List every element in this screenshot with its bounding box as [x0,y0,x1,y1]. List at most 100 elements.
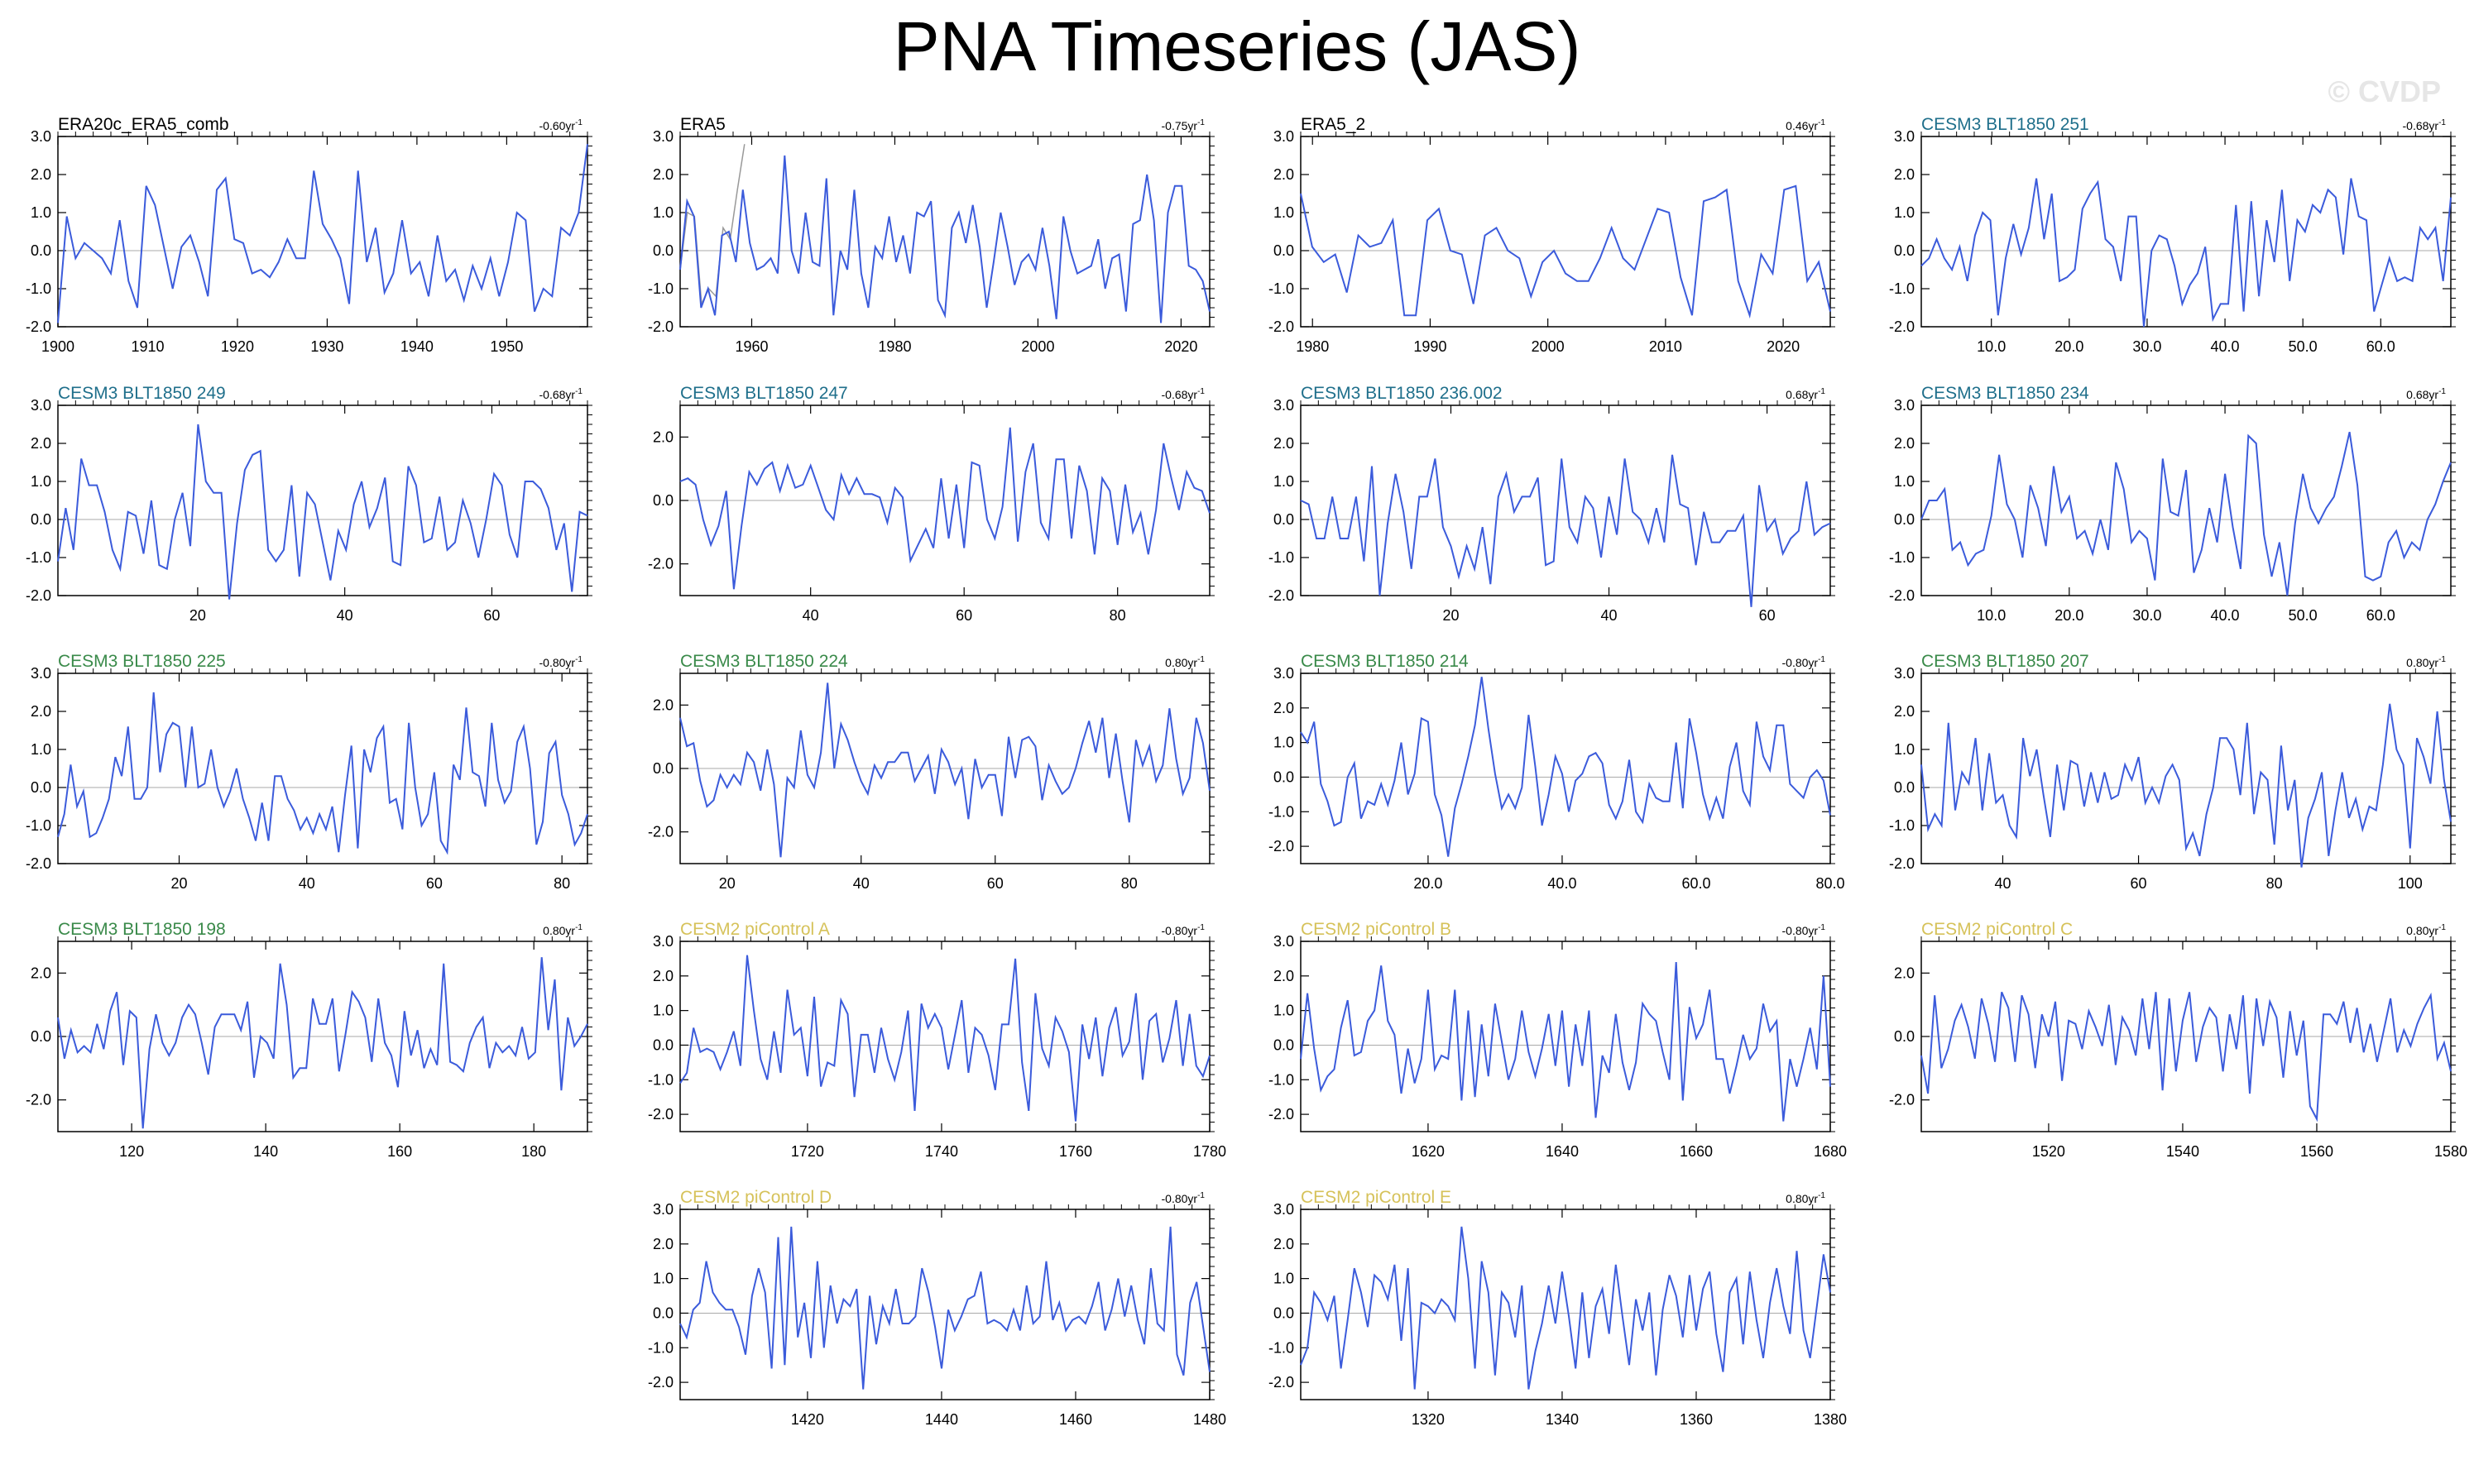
y-tick-label: 1.0 [1894,473,1915,490]
x-tick-label: 20 [719,875,736,892]
x-tick-label: 60 [483,607,500,624]
y-tick-label: 2.0 [31,965,51,981]
y-tick-label: 0.0 [1894,242,1915,259]
y-tick-label: 2.0 [653,428,674,445]
y-tick-label: 0.0 [653,492,674,509]
x-tick-label: 60 [987,875,1004,892]
trend-label: -0.80yr-1 [1162,1191,1206,1205]
panel-15: CESM2 piControl B -0.80yr-1 3.0 2.0 1.0 0.0 -1… [1268,920,1847,1160]
trend-label: 0.80yr-1 [1786,1191,1825,1205]
panel-title: CESM2 piControl C [1921,920,2073,939]
y-tick-label: -2.0 [648,1106,674,1123]
x-tick-label: 1910 [131,338,164,355]
x-tick-label: 160 [387,1143,412,1160]
y-tick-label: 0.0 [1273,242,1294,259]
x-tick-label: 1980 [878,338,911,355]
y-tick-label: 0.0 [31,1028,51,1045]
y-tick-label: 3.0 [31,397,51,414]
x-tick-label: 2000 [1021,338,1054,355]
trend-label: -0.68yr-1 [539,387,583,401]
x-tick-label: 80 [2266,875,2283,892]
plot-frame [1920,673,2452,864]
y-tick-label: 0.0 [31,511,51,528]
x-tick-label: 80 [554,875,570,892]
x-tick-label: 50.0 [2289,607,2318,624]
x-tick-label: 20 [170,875,187,892]
y-tick-label: 2.0 [653,968,674,984]
y-tick-label: 3.0 [653,933,674,950]
x-tick-label: 100 [2398,875,2423,892]
y-tick-label: -2.0 [1889,1092,1915,1108]
trend-label: -0.60yr-1 [539,118,583,132]
x-tick-label: 20 [189,607,206,624]
panel-title: CESM3 BLT1850 247 [680,384,848,403]
y-tick-label: -2.0 [648,1374,674,1391]
series-line [1920,991,2452,1123]
y-tick-label: 3.0 [1273,397,1294,414]
x-tick-label: 60 [956,607,972,624]
x-tick-label: 40.0 [2211,338,2240,355]
x-tick-label: 1950 [490,338,523,355]
y-tick-label: 1.0 [1273,1003,1294,1019]
panel-title: CESM3 BLT1850 234 [1921,384,2089,403]
panel-12: CESM3 BLT1850 207 0.80yr-1 3.0 2.0 1.0 0.0 -1.… [1889,652,2456,892]
y-tick-label: 2.0 [31,703,51,720]
trend-label: 0.80yr-1 [1165,655,1205,669]
y-tick-label: 1.0 [1894,204,1915,221]
y-tick-label: 3.0 [1894,128,1915,145]
y-tick-label: 3.0 [1273,665,1294,682]
y-tick-label: 1.0 [1273,473,1294,490]
y-tick-label: 0.0 [1894,1028,1915,1045]
y-tick-label: -1.0 [26,817,51,834]
panel-10: CESM3 BLT1850 224 0.80yr-1 2.0 0.0 -2.0 20 40 6… [648,652,1215,892]
x-tick-label: 1980 [1296,338,1329,355]
plot-frame [679,136,1211,328]
y-tick-label: 3.0 [31,128,51,145]
y-tick-label: 0.0 [653,760,674,777]
panel-title: CESM3 BLT1850 224 [680,652,848,671]
y-tick-label: 3.0 [1273,1201,1294,1218]
series-line [679,427,1211,590]
y-tick-label: 0.0 [1894,779,1915,796]
plot-frame [57,405,588,596]
x-tick-label: 20.0 [2054,338,2083,355]
panel-title: CESM2 piControl B [1301,920,1451,939]
panel-17: CESM2 piControl D -0.80yr-1 3.0 2.0 1.0 0.0 -1… [648,1188,1226,1428]
panel-9: CESM3 BLT1850 225 -0.80yr-1 3.0 2.0 1.0 0.0 -1… [26,652,592,892]
y-tick-label: 2.0 [1273,968,1294,984]
trend-label: 0.68yr-1 [2406,387,2446,401]
panel-title: CESM3 BLT1850 207 [1921,652,2089,671]
y-tick-label: 1.0 [653,1003,674,1019]
trend-label: -0.80yr-1 [1782,655,1826,669]
x-tick-label: 180 [521,1143,546,1160]
y-tick-label: 2.0 [31,166,51,183]
y-tick-label: 1.0 [1273,204,1294,221]
x-tick-label: 1640 [1546,1143,1579,1160]
panel-13: CESM3 BLT1850 198 0.80yr-1 2.0 0.0 -2.0 120 14… [26,920,592,1160]
panel-6: CESM3 BLT1850 247 -0.68yr-1 2.0 0.0 -2.0 40 60… [648,384,1215,624]
y-tick-label: 0.0 [31,779,51,796]
y-tick-label: 3.0 [1273,933,1294,950]
y-tick-label: 2.0 [1273,700,1294,716]
x-tick-label: 60.0 [2366,338,2395,355]
y-tick-label: 3.0 [31,665,51,682]
panel-title: CESM2 piControl D [680,1188,832,1207]
trend-label: -0.68yr-1 [2403,118,2447,132]
series-line [57,957,588,1129]
y-tick-label: -1.0 [26,549,51,566]
x-tick-label: 2020 [1767,338,1800,355]
trend-label: -0.80yr-1 [1782,923,1826,937]
y-tick-label: 2.0 [1273,435,1294,452]
series-line [1300,454,1831,607]
series-line [1920,178,2452,328]
x-tick-label: 1740 [925,1143,958,1160]
x-tick-label: 2010 [1649,338,1682,355]
panel-title: CESM3 BLT1850 251 [1921,115,2089,134]
x-tick-label: 60.0 [2366,607,2395,624]
x-tick-label: 1940 [400,338,434,355]
x-tick-label: 80.0 [1815,875,1844,892]
x-tick-label: 40 [853,875,870,892]
y-tick-label: 0.0 [653,1036,674,1053]
x-tick-label: 40 [1601,607,1618,624]
